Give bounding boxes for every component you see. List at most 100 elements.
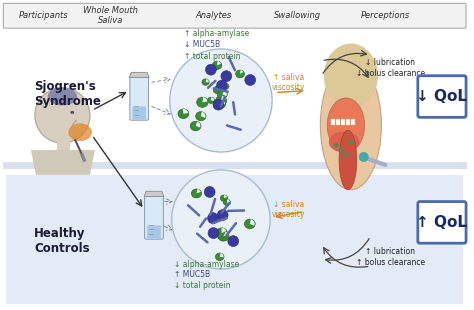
Circle shape (348, 140, 353, 144)
Ellipse shape (320, 61, 382, 190)
Ellipse shape (223, 199, 230, 206)
FancyBboxPatch shape (147, 225, 161, 239)
Polygon shape (31, 150, 95, 175)
Wedge shape (240, 70, 244, 74)
Circle shape (204, 187, 215, 197)
Circle shape (221, 71, 232, 82)
Text: Whole Mouth
Saliva: Whole Mouth Saliva (83, 6, 138, 25)
Wedge shape (224, 195, 227, 198)
FancyBboxPatch shape (3, 3, 466, 28)
Text: ↑ bolus clearance: ↑ bolus clearance (356, 258, 425, 267)
FancyBboxPatch shape (130, 76, 148, 120)
Circle shape (170, 49, 272, 152)
Ellipse shape (236, 70, 245, 78)
Text: Analytes: Analytes (196, 11, 232, 20)
Bar (346, 119, 350, 125)
Ellipse shape (196, 112, 206, 121)
FancyBboxPatch shape (132, 106, 146, 120)
Wedge shape (223, 232, 228, 236)
Text: Swallowing: Swallowing (274, 11, 321, 20)
Ellipse shape (190, 121, 201, 131)
Ellipse shape (70, 111, 74, 114)
Ellipse shape (218, 90, 227, 99)
Wedge shape (211, 97, 214, 101)
Ellipse shape (329, 132, 359, 152)
Ellipse shape (216, 253, 224, 260)
Bar (56, 130, 70, 150)
Text: ↓ lubrication: ↓ lubrication (365, 58, 415, 67)
Text: ↑ alpha-amylase: ↑ alpha-amylase (183, 29, 249, 38)
Ellipse shape (202, 79, 209, 85)
Wedge shape (196, 122, 201, 127)
Text: ↓ total protein: ↓ total protein (173, 281, 230, 290)
Text: Healthy
Controls: Healthy Controls (34, 227, 90, 255)
Wedge shape (196, 189, 201, 193)
Ellipse shape (213, 86, 221, 94)
FancyBboxPatch shape (418, 202, 466, 243)
Circle shape (217, 210, 228, 220)
Wedge shape (221, 228, 227, 233)
Ellipse shape (216, 100, 226, 108)
Text: ↑ QoL: ↑ QoL (416, 215, 467, 230)
Text: ↑ total protein: ↑ total protein (183, 52, 240, 61)
Circle shape (208, 228, 219, 238)
Bar (6, 175, 463, 304)
Ellipse shape (48, 88, 77, 105)
Bar (331, 119, 335, 125)
Text: ↓ saliva
viscosity: ↓ saliva viscosity (272, 200, 306, 219)
Wedge shape (201, 112, 205, 118)
Circle shape (213, 99, 224, 110)
FancyBboxPatch shape (418, 76, 466, 117)
Wedge shape (227, 199, 230, 204)
Text: ↓ QoL: ↓ QoL (416, 89, 467, 104)
Circle shape (217, 80, 228, 91)
Circle shape (172, 170, 270, 269)
Wedge shape (250, 219, 255, 226)
Circle shape (359, 152, 369, 162)
Circle shape (208, 213, 219, 224)
Text: ↓ MUC5B: ↓ MUC5B (183, 41, 219, 50)
Ellipse shape (245, 219, 255, 229)
Ellipse shape (212, 61, 222, 69)
Polygon shape (129, 72, 149, 78)
Ellipse shape (191, 189, 201, 198)
Circle shape (228, 236, 239, 246)
Wedge shape (217, 86, 221, 90)
Wedge shape (222, 90, 227, 96)
Bar (336, 119, 340, 125)
Bar (341, 119, 345, 125)
Ellipse shape (197, 97, 208, 107)
Ellipse shape (327, 98, 365, 153)
Text: Participants: Participants (19, 11, 69, 20)
Wedge shape (226, 83, 228, 86)
Circle shape (205, 64, 216, 75)
Circle shape (35, 88, 90, 143)
Ellipse shape (178, 109, 189, 118)
Wedge shape (206, 79, 209, 82)
Ellipse shape (208, 97, 215, 103)
Bar (351, 119, 355, 125)
Wedge shape (182, 109, 188, 114)
Ellipse shape (216, 96, 227, 105)
Circle shape (245, 74, 255, 86)
Text: ↓ alpha-amylase: ↓ alpha-amylase (173, 259, 239, 268)
Text: ↑ MUC5B: ↑ MUC5B (173, 270, 210, 279)
Polygon shape (144, 191, 164, 197)
Text: Perceptions: Perceptions (361, 11, 410, 20)
Ellipse shape (339, 130, 357, 190)
Ellipse shape (216, 228, 228, 238)
Circle shape (338, 148, 344, 153)
Ellipse shape (68, 123, 92, 141)
Ellipse shape (222, 83, 229, 89)
Circle shape (334, 143, 338, 148)
Wedge shape (202, 97, 208, 102)
Wedge shape (217, 61, 221, 65)
Circle shape (344, 153, 348, 157)
Text: ↑ lubrication: ↑ lubrication (365, 247, 415, 256)
Wedge shape (221, 96, 226, 101)
Wedge shape (220, 253, 224, 257)
Ellipse shape (220, 195, 228, 202)
Text: ↑ saliva
viscosity: ↑ saliva viscosity (272, 73, 306, 92)
Ellipse shape (218, 231, 229, 241)
Text: Sjogren's
Syndrome: Sjogren's Syndrome (34, 80, 101, 108)
